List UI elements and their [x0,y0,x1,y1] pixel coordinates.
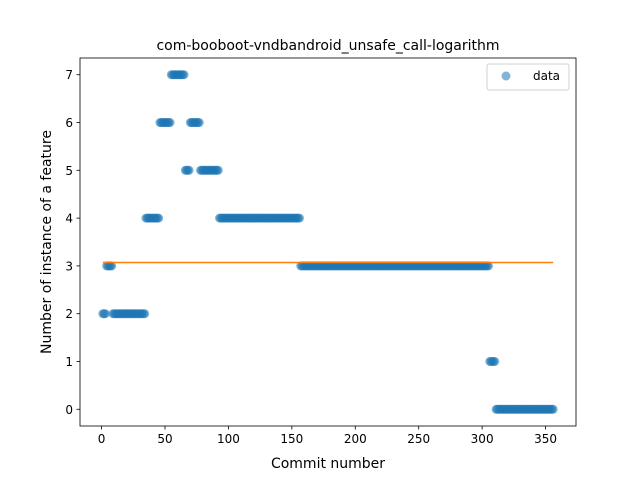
axes: 0 50 100 150 200 250 300 350 0 1 2 3 4 5 6 7 [65,57,577,446]
data-point [184,165,194,175]
y-axis-label: Number of instance of a feature [39,130,55,354]
x-tick-label: 300 [471,432,494,446]
x-tick-label: 150 [280,432,303,446]
data-point [548,404,558,414]
y-tick-label: 4 [65,212,73,226]
data-point [213,165,223,175]
x-tick-label: 350 [534,432,557,446]
x-tick-label: 250 [407,432,430,446]
axes-frame [79,57,577,427]
legend-box [486,63,570,91]
y-tick-label: 7 [65,68,73,82]
x-tick-label: 50 [157,432,172,446]
data-point [490,356,500,366]
data-point [100,309,110,319]
y-tick-label: 6 [65,116,73,130]
plot-area [98,70,558,414]
y-tick-label: 1 [65,355,73,369]
x-tick-label: 100 [217,432,240,446]
data-point [140,309,150,319]
legend-marker [501,71,511,81]
y-tick-label: 2 [65,307,73,321]
data-point [194,118,204,128]
data-point [165,118,175,128]
legend: data [486,63,570,91]
data-point [179,70,189,80]
y-tick-label: 0 [65,403,73,417]
data-point [107,261,117,271]
x-tick-label: 0 [98,432,106,446]
legend-label: data [533,69,560,83]
chart-title: com-booboot-vndbandroid_unsafe_call-loga… [156,38,499,54]
x-tick-label: 200 [344,432,367,446]
y-tick-label: 5 [65,164,73,178]
data-point [483,261,493,271]
data-point [154,213,164,223]
data-point [294,213,304,223]
x-axis-label: Commit number [271,456,385,472]
y-tick-label: 3 [65,259,73,273]
